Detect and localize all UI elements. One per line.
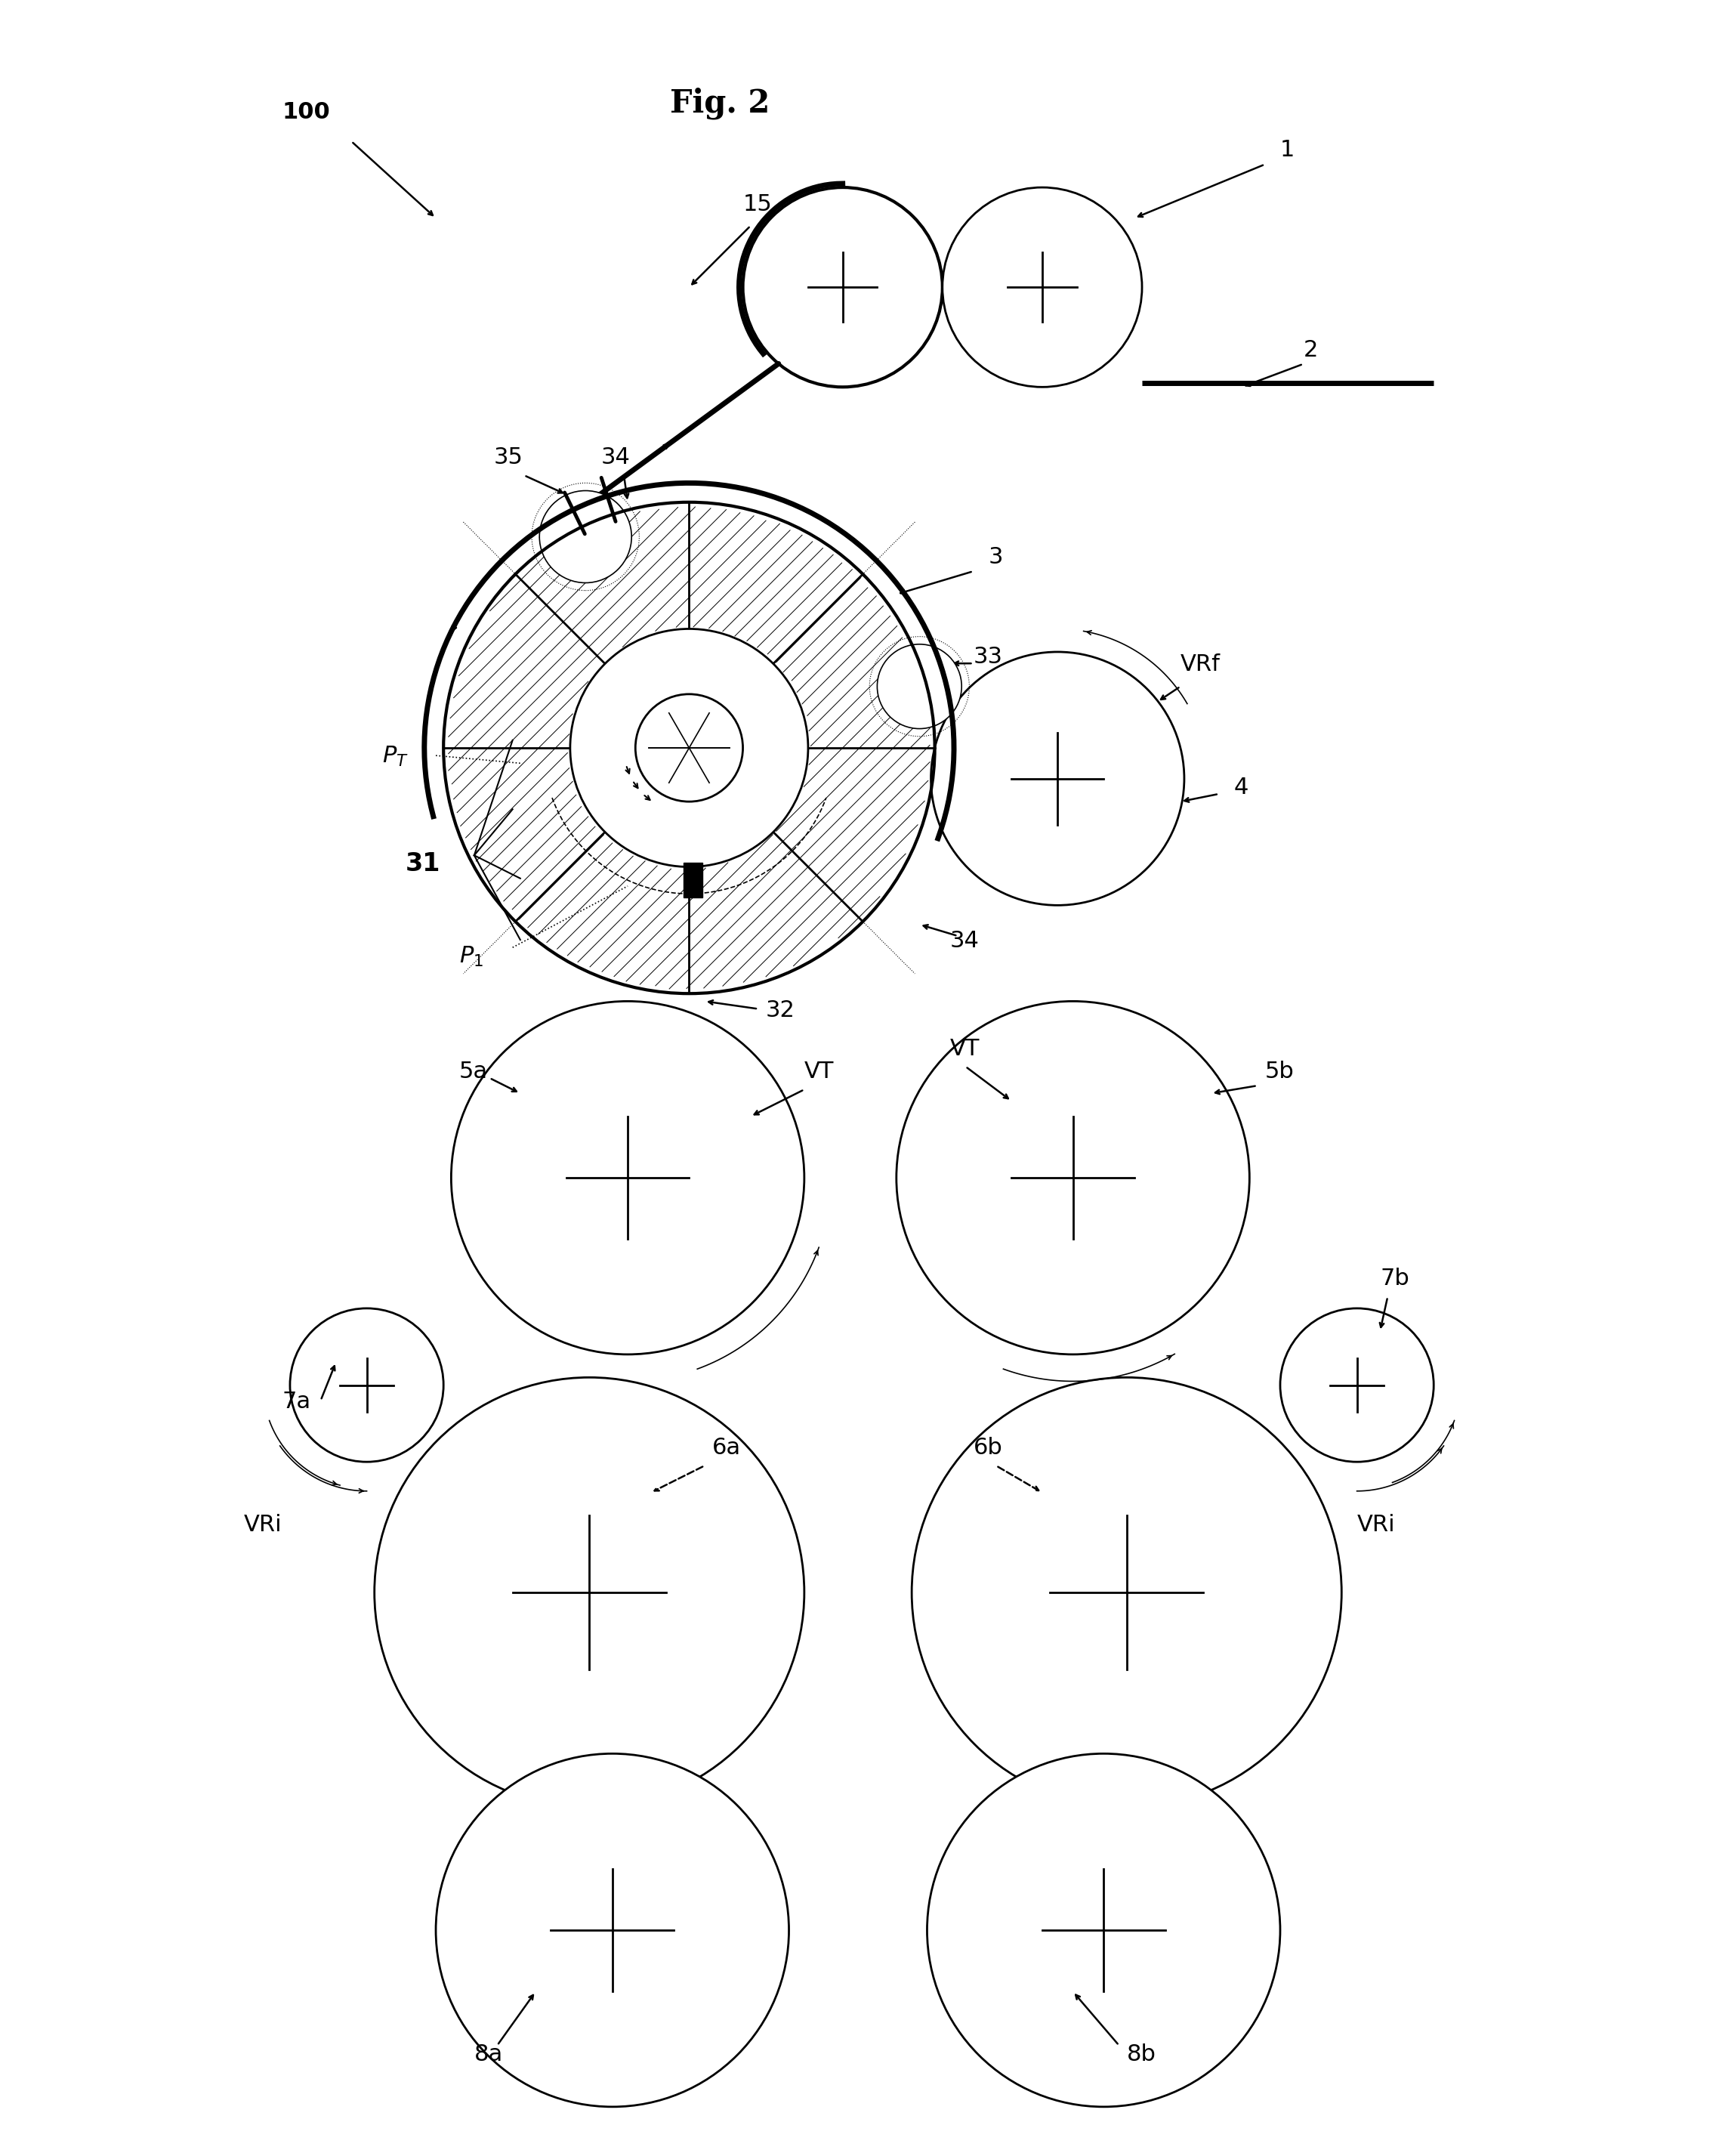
Circle shape [290, 1309, 443, 1462]
Text: 1: 1 [1280, 140, 1296, 162]
Circle shape [570, 630, 808, 867]
Text: VRi: VRi [1357, 1514, 1395, 1535]
Text: VT: VT [951, 1037, 980, 1059]
Circle shape [374, 1378, 805, 1807]
Text: 15: 15 [743, 194, 772, 216]
Text: Fig. 2: Fig. 2 [669, 86, 770, 119]
Circle shape [896, 1000, 1249, 1354]
Text: 3: 3 [988, 545, 1004, 569]
Circle shape [1280, 1309, 1433, 1462]
Text: 8b: 8b [1127, 2044, 1157, 2065]
Circle shape [436, 1753, 789, 2106]
Text: $P_T$: $P_T$ [383, 746, 408, 768]
Text: 7a: 7a [283, 1391, 311, 1412]
Text: 34: 34 [601, 446, 630, 468]
Circle shape [743, 188, 942, 388]
Text: 100: 100 [283, 101, 331, 123]
Circle shape [911, 1378, 1342, 1807]
Circle shape [539, 492, 631, 582]
Circle shape [877, 645, 961, 729]
Text: 34: 34 [951, 929, 980, 953]
Circle shape [930, 651, 1184, 906]
Text: 5b: 5b [1265, 1061, 1294, 1082]
Text: 33: 33 [973, 647, 1002, 668]
Circle shape [927, 1753, 1280, 2106]
Text: 32: 32 [765, 998, 795, 1022]
Circle shape [635, 694, 743, 802]
Text: 31: 31 [405, 852, 439, 875]
Text: VRf: VRf [1181, 653, 1220, 675]
Text: 8a: 8a [474, 2044, 503, 2065]
Text: 2: 2 [1302, 338, 1318, 360]
Circle shape [942, 188, 1143, 388]
Text: 4: 4 [1234, 776, 1249, 798]
Text: 35: 35 [494, 446, 523, 468]
Text: 7b: 7b [1380, 1268, 1409, 1289]
Circle shape [451, 1000, 805, 1354]
Text: $P_1$: $P_1$ [458, 944, 482, 968]
Bar [683, 862, 702, 897]
Text: 5a: 5a [458, 1061, 487, 1082]
Circle shape [443, 502, 935, 994]
Text: 6b: 6b [973, 1436, 1002, 1460]
Text: 6a: 6a [712, 1436, 741, 1460]
Text: VRi: VRi [244, 1514, 281, 1535]
Text: VT: VT [805, 1061, 834, 1082]
